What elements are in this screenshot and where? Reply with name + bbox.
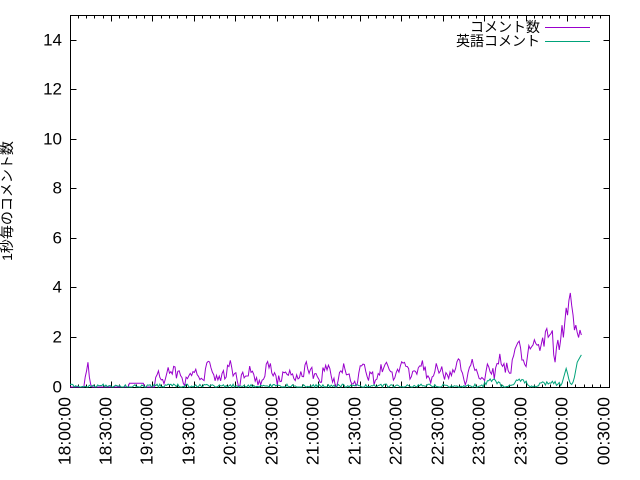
svg-text:20:30:00: 20:30:00: [262, 397, 282, 465]
svg-text:18:00:00: 18:00:00: [55, 397, 75, 465]
svg-text:18:30:00: 18:30:00: [96, 397, 116, 465]
svg-text:4: 4: [53, 278, 62, 297]
svg-text:23:30:00: 23:30:00: [511, 397, 531, 465]
svg-text:8: 8: [53, 179, 62, 198]
svg-text:23:00:00: 23:00:00: [469, 397, 489, 465]
svg-text:21:00:00: 21:00:00: [303, 397, 323, 465]
svg-text:2: 2: [53, 328, 62, 347]
svg-text:00:30:00: 00:30:00: [594, 397, 614, 465]
svg-text:19:00:00: 19:00:00: [137, 397, 157, 465]
svg-text:20:00:00: 20:00:00: [220, 397, 240, 465]
svg-text:10: 10: [43, 130, 62, 149]
svg-text:英語コメント: 英語コメント: [456, 33, 540, 49]
svg-text:0: 0: [53, 378, 62, 397]
svg-text:19:30:00: 19:30:00: [179, 397, 199, 465]
svg-text:1秒毎のコメント数: 1秒毎のコメント数: [0, 141, 15, 261]
svg-text:22:30:00: 22:30:00: [428, 397, 448, 465]
svg-text:21:30:00: 21:30:00: [345, 397, 365, 465]
svg-text:00:00:00: 00:00:00: [552, 397, 572, 465]
svg-text:14: 14: [43, 31, 62, 50]
svg-text:6: 6: [53, 229, 62, 248]
svg-text:12: 12: [43, 80, 62, 99]
svg-text:22:00:00: 22:00:00: [386, 397, 406, 465]
